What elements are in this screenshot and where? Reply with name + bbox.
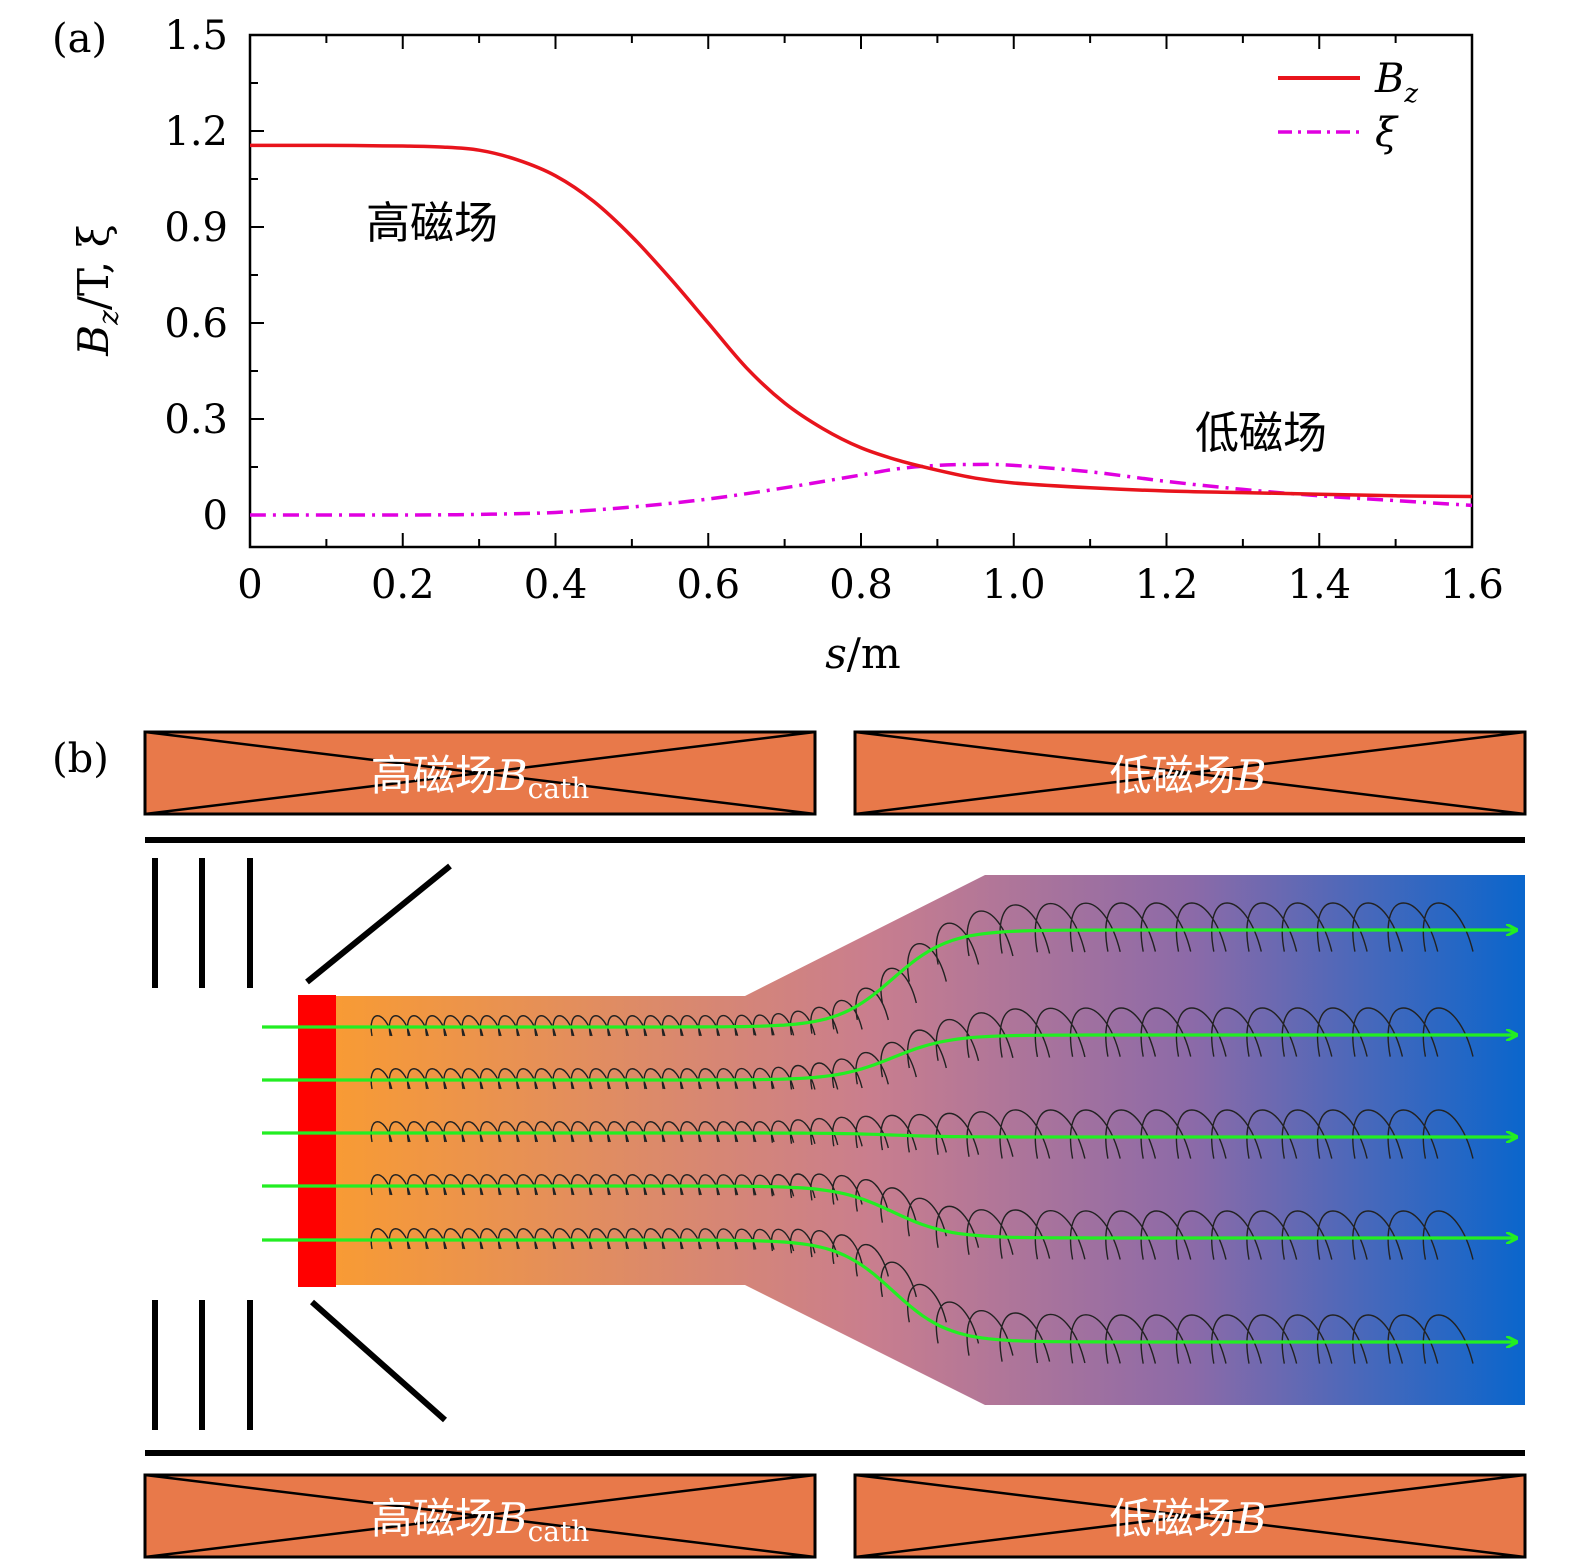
focus-electrode-top — [305, 863, 452, 985]
field-line — [262, 1133, 1516, 1137]
electron-orbits — [370, 902, 1474, 1364]
series-line-xi — [249, 462, 1473, 517]
annotation-high-field: 高磁场 — [366, 198, 498, 249]
plot-frame — [248, 33, 1474, 549]
y-tick-label: 0.6 — [164, 301, 228, 347]
x-axis-ticks: 0 0.2 0.4 0.6 0.8 1.0 1.2 1.4 1.6 — [237, 35, 1504, 608]
field-lines — [262, 930, 1516, 1342]
x-tick-label: 1.0 — [982, 562, 1046, 608]
series-line-bz — [249, 143, 1473, 499]
legend-label-bz: Bz — [1374, 56, 1418, 109]
focus-electrode-bottom — [310, 1299, 447, 1423]
panel-label-b: (b) — [52, 736, 109, 782]
coil-bottom-high-label: 高磁场Bcath — [371, 1494, 590, 1548]
coil-top-high-label: 高磁场Bcath — [371, 751, 590, 805]
x-tick-label: 0.8 — [829, 562, 893, 608]
x-tick-label: 0.6 — [676, 562, 740, 608]
coil-top-low-label: 低磁场B — [1110, 751, 1267, 800]
y-tick-label: 1.5 — [164, 13, 228, 59]
x-tick-label: 0.2 — [371, 562, 435, 608]
field-line — [262, 1184, 1516, 1238]
orbit-track — [370, 1007, 1474, 1090]
y-tick-label: 0.3 — [164, 397, 228, 443]
orbit-track — [370, 902, 1474, 1037]
y-tick-label: 0 — [203, 493, 228, 539]
y-axis-label: Bz/T, ξ — [69, 224, 125, 356]
series-layer — [249, 143, 1473, 517]
legend-label-xi: ξ — [1375, 110, 1399, 156]
x-tick-label: 1.6 — [1440, 562, 1504, 608]
x-axis-label: s/m — [825, 629, 901, 678]
annotation-low-field: 低磁场 — [1195, 408, 1327, 459]
gun-electrodes — [152, 858, 253, 1430]
y-axis-ticks: 0 0.3 0.6 0.9 1.2 1.5 — [164, 13, 264, 539]
beam-envelope — [335, 875, 1525, 1405]
orbit-track — [370, 1173, 1474, 1260]
cathode — [298, 995, 336, 1287]
x-tick-label: 1.2 — [1135, 562, 1199, 608]
coil-top-high: 高磁场Bcath — [143, 730, 817, 816]
orbit-track — [370, 1109, 1474, 1159]
field-line — [262, 1238, 1516, 1342]
panel-label-a: (a) — [52, 16, 107, 62]
y-tick-label: 1.2 — [164, 109, 228, 155]
coil-bottom-low-label: 低磁场B — [1110, 1494, 1267, 1543]
coil-top-low: 低磁场B — [853, 730, 1527, 816]
x-tick-label: 0.4 — [524, 562, 588, 608]
field-line — [262, 1035, 1516, 1082]
orbit-track — [370, 1228, 1474, 1364]
y-tick-label: 0.9 — [164, 205, 228, 251]
x-tick-label: 1.4 — [1287, 562, 1351, 608]
x-tick-label: 0 — [237, 562, 262, 608]
panel-b: (b) 高磁场Bcath 低磁场B 高磁场Bcath 低磁场B — [52, 730, 1527, 1559]
coil-bottom-high: 高磁场Bcath — [143, 1473, 817, 1559]
panel-a: (a) 0 0.2 0.4 0.6 0.8 1.0 1.2 1.4 1.6 0 0.3 0.6 0.9… — [52, 13, 1504, 678]
coil-bottom-low: 低磁场B — [853, 1473, 1527, 1559]
field-line — [262, 930, 1516, 1029]
legend: Bz ξ — [1278, 56, 1418, 156]
